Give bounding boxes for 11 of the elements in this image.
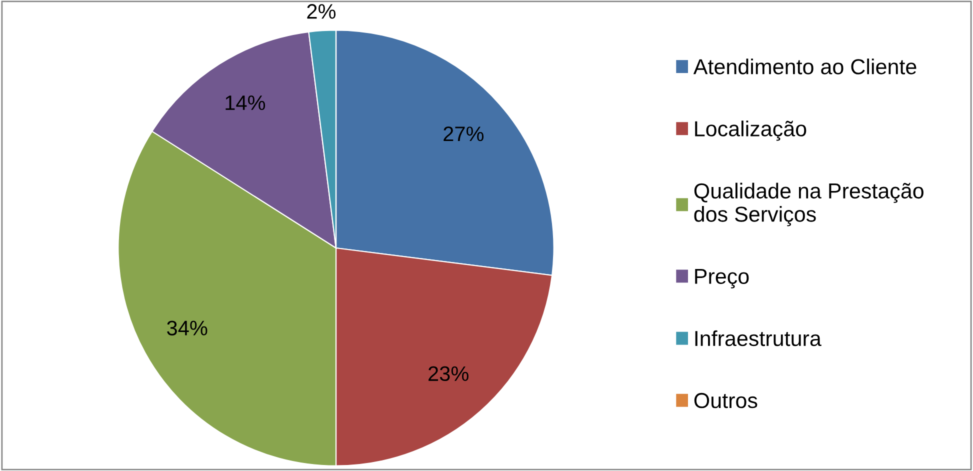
legend-label: Infraestrutura bbox=[695, 330, 822, 346]
legend-label: Qualidade na Prestação dos Serviços bbox=[694, 182, 924, 226]
data-label: 27% bbox=[444, 126, 484, 142]
data-label: 2% bbox=[307, 4, 336, 19]
data-label: 34% bbox=[167, 320, 208, 336]
data-label: 23% bbox=[428, 366, 468, 382]
legend-label: Atendimento ao Cliente bbox=[693, 58, 916, 74]
data-label: 14% bbox=[226, 95, 266, 110]
legend-label: Outros bbox=[694, 392, 758, 408]
legend-label: Preço bbox=[695, 268, 749, 288]
legend-label: Localização bbox=[695, 120, 806, 141]
